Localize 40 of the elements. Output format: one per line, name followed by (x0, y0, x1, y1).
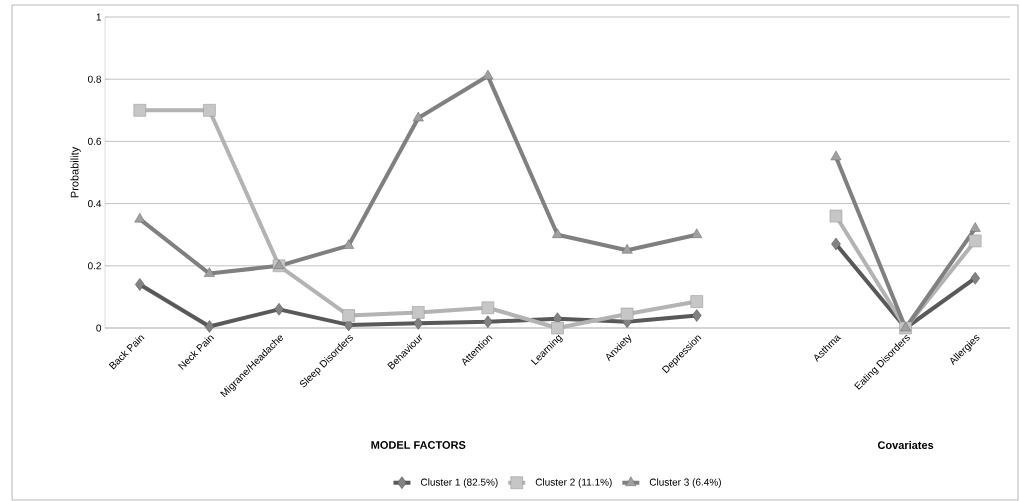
point (412, 306, 425, 319)
y-axis-title: Probability (70, 146, 81, 198)
point (831, 237, 841, 251)
point (551, 321, 564, 335)
point (481, 301, 495, 315)
point (483, 315, 493, 329)
y-tick-label: 0 (96, 324, 102, 332)
point (204, 320, 215, 333)
point (691, 228, 703, 238)
text: MODEL FACTORS (371, 441, 466, 449)
point (133, 104, 147, 117)
point (621, 244, 633, 254)
point (690, 295, 703, 308)
y-tick-label: 0.8 (87, 75, 102, 83)
point (691, 309, 702, 322)
point (342, 309, 355, 322)
point (969, 222, 981, 232)
legend-label: Cluster 2 (11.1%) (535, 478, 612, 488)
legend-label: Cluster 3 (6.4%) (649, 478, 721, 488)
point (412, 111, 424, 122)
point (620, 307, 634, 321)
y-tick-label: 0.6 (87, 137, 102, 145)
point (830, 150, 842, 161)
y-tick-label: 0.4 (87, 200, 102, 208)
point (274, 303, 284, 316)
point (203, 267, 215, 277)
point (970, 271, 980, 285)
y-tick-label: 1 (96, 13, 101, 21)
text: Covariates (877, 440, 934, 450)
legend-label: Cluster 1 (82.5%) (420, 478, 498, 488)
point (343, 239, 355, 249)
point (482, 69, 494, 80)
point (552, 228, 563, 238)
point (134, 212, 146, 223)
point (203, 104, 216, 117)
y-tick-label: 0.2 (87, 262, 101, 270)
point (413, 317, 424, 330)
point (829, 209, 843, 223)
point (968, 234, 982, 248)
point (135, 278, 145, 291)
